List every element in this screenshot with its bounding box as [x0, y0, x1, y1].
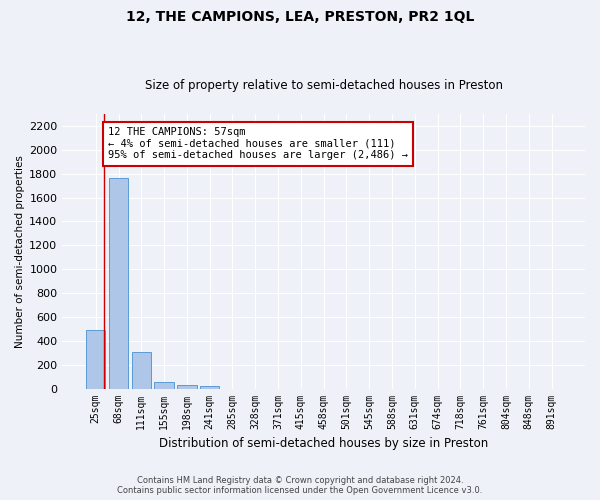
Bar [86, 330, 106, 388]
Y-axis label: Number of semi-detached properties: Number of semi-detached properties [15, 155, 25, 348]
Text: Contains HM Land Registry data © Crown copyright and database right 2024.
Contai: Contains HM Land Registry data © Crown c… [118, 476, 482, 495]
Title: Size of property relative to semi-detached houses in Preston: Size of property relative to semi-detach… [145, 79, 503, 92]
Text: 12, THE CAMPIONS, LEA, PRESTON, PR2 1QL: 12, THE CAMPIONS, LEA, PRESTON, PR2 1QL [126, 10, 474, 24]
X-axis label: Distribution of semi-detached houses by size in Preston: Distribution of semi-detached houses by … [159, 437, 488, 450]
Bar [109, 178, 128, 388]
Text: 12 THE CAMPIONS: 57sqm
← 4% of semi-detached houses are smaller (111)
95% of sem: 12 THE CAMPIONS: 57sqm ← 4% of semi-deta… [108, 127, 408, 160]
Bar [177, 385, 197, 388]
Bar [154, 382, 174, 388]
Bar [200, 386, 220, 388]
Bar [131, 352, 151, 389]
